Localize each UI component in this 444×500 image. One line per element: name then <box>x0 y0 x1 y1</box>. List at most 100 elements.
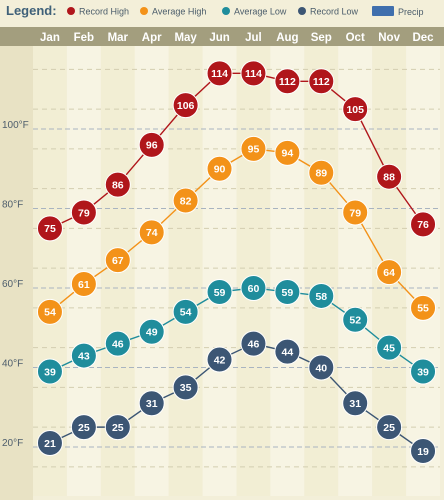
data-label-record-low-dec: 19 <box>417 446 429 458</box>
data-point-average-low-feb <box>70 342 97 369</box>
legend-title: Legend: <box>6 3 57 18</box>
data-point-record-low-oct <box>342 390 369 417</box>
month-label-jul: Jul <box>245 32 262 44</box>
data-point-record-high-jun <box>206 60 233 87</box>
data-label-record-high-nov: 88 <box>383 172 395 184</box>
data-point-average-high-jul <box>240 135 267 162</box>
data-label-record-low-feb: 25 <box>78 422 90 434</box>
month-label-may: May <box>174 32 197 44</box>
data-point-record-high-jan <box>36 215 63 242</box>
legend-swatch-precip <box>372 6 394 16</box>
legend-label-average-high: Average High <box>152 7 206 17</box>
data-label-average-low-dec: 39 <box>417 366 429 378</box>
data-label-average-high-mar: 67 <box>112 255 124 267</box>
data-label-average-high-jan: 54 <box>44 307 56 319</box>
data-point-record-high-jul <box>240 60 267 87</box>
data-label-average-high-feb: 61 <box>78 279 90 291</box>
data-label-average-low-aug: 59 <box>282 287 294 299</box>
y-tick-label-80: 80°F <box>2 200 23 211</box>
legend-label-precip: Precip <box>398 7 424 17</box>
y-tick-label-40: 40°F <box>2 359 23 370</box>
month-label-jan: Jan <box>40 32 60 44</box>
data-label-average-high-nov: 64 <box>383 267 395 279</box>
data-point-record-low-jun <box>206 346 233 373</box>
data-label-average-low-jan: 39 <box>44 366 56 378</box>
month-label-nov: Nov <box>378 32 400 44</box>
data-label-record-low-may: 35 <box>180 382 192 394</box>
column-band-may <box>168 46 203 496</box>
data-point-average-high-may <box>172 187 199 214</box>
data-point-record-low-dec <box>410 437 437 464</box>
data-point-average-high-dec <box>410 294 437 321</box>
data-point-average-low-sep <box>308 282 335 309</box>
column-band-jan <box>33 46 67 496</box>
data-label-average-low-sep: 58 <box>315 291 327 303</box>
legend-label-record-high: Record High <box>79 7 129 17</box>
data-label-record-low-oct: 31 <box>349 398 361 410</box>
data-label-average-low-may: 54 <box>180 307 192 319</box>
y-axis-gutter <box>0 46 33 500</box>
data-label-record-high-apr: 96 <box>146 140 158 152</box>
data-point-record-high-sep <box>308 68 335 95</box>
data-point-record-high-apr <box>138 131 165 158</box>
data-label-average-low-mar: 46 <box>112 338 124 350</box>
data-label-record-high-may: 106 <box>177 100 195 112</box>
column-band-apr <box>134 46 169 496</box>
data-point-average-low-apr <box>138 318 165 345</box>
data-point-average-low-nov <box>376 334 403 361</box>
data-point-average-high-mar <box>104 247 131 274</box>
data-label-record-low-jun: 42 <box>214 354 226 366</box>
data-point-record-high-may <box>172 92 199 119</box>
legend-dot-average-low <box>222 7 230 15</box>
data-point-average-low-jul <box>240 275 267 301</box>
column-band-dec <box>406 46 440 496</box>
data-label-record-low-aug: 44 <box>282 346 294 358</box>
month-label-oct: Oct <box>346 32 365 44</box>
data-point-record-low-jan <box>36 430 63 457</box>
data-point-record-low-sep <box>308 354 335 381</box>
data-label-average-high-apr: 74 <box>146 227 158 239</box>
data-label-average-high-dec: 55 <box>417 303 429 315</box>
data-label-record-low-nov: 25 <box>383 422 395 434</box>
month-label-mar: Mar <box>108 32 129 44</box>
data-label-average-low-jun: 59 <box>214 287 226 299</box>
data-point-average-low-jun <box>206 278 233 305</box>
data-label-record-low-mar: 25 <box>112 422 124 434</box>
data-point-record-high-aug <box>274 68 301 95</box>
month-label-aug: Aug <box>276 32 298 44</box>
data-point-average-high-jan <box>36 298 63 325</box>
data-point-record-high-oct <box>342 96 369 123</box>
data-label-record-high-oct: 105 <box>346 104 364 116</box>
data-point-average-low-dec <box>410 358 437 385</box>
data-point-record-low-aug <box>274 338 301 365</box>
month-label-apr: Apr <box>142 32 162 44</box>
data-label-average-high-may: 82 <box>180 195 192 207</box>
legend-dot-record-low <box>298 7 306 15</box>
data-point-record-high-dec <box>410 211 437 238</box>
data-point-average-low-may <box>172 298 199 325</box>
data-label-record-low-jul: 46 <box>248 338 260 350</box>
data-label-average-low-apr: 49 <box>146 327 158 339</box>
data-label-average-high-jul: 95 <box>248 144 260 156</box>
data-label-record-high-feb: 79 <box>78 207 90 219</box>
y-tick-label-60: 60°F <box>2 279 23 290</box>
data-point-average-low-oct <box>342 306 369 333</box>
data-point-average-low-aug <box>274 278 301 305</box>
data-point-average-high-nov <box>376 259 403 286</box>
data-point-average-high-sep <box>308 159 335 186</box>
column-band-jul <box>236 46 271 496</box>
data-point-average-high-aug <box>274 139 301 166</box>
y-tick-label-100: 100°F <box>2 120 29 131</box>
data-point-record-high-mar <box>104 171 131 198</box>
data-point-average-low-mar <box>104 330 131 357</box>
data-point-record-low-apr <box>138 390 165 417</box>
data-point-record-high-feb <box>70 199 97 226</box>
data-label-record-low-apr: 31 <box>146 398 158 410</box>
legend-dot-record-high <box>67 7 75 15</box>
data-label-average-high-jun: 90 <box>214 164 226 176</box>
data-point-record-low-nov <box>376 414 403 441</box>
month-label-dec: Dec <box>412 32 434 44</box>
month-label-sep: Sep <box>311 32 332 44</box>
